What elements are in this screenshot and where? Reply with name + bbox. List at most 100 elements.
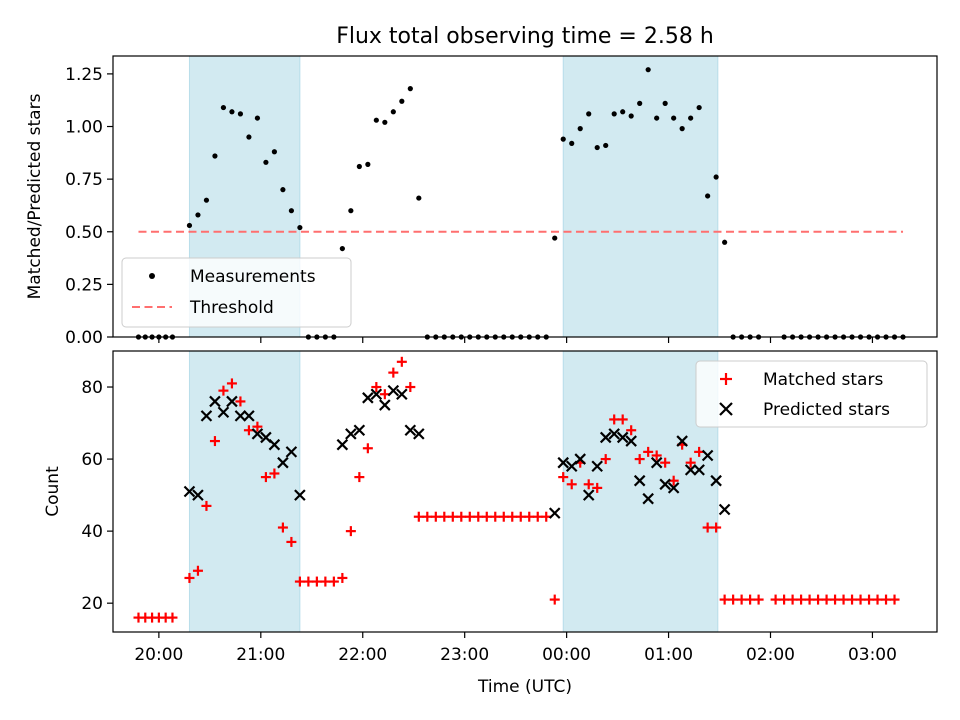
measurement-point: [662, 100, 668, 106]
bottom-shaded-region-1: [188, 350, 301, 633]
matched-star-point: [439, 511, 450, 522]
top-shaded-region-2: [562, 55, 719, 338]
matched-star-point: [473, 511, 484, 522]
top-y-tick-label: 1.25: [65, 65, 103, 85]
top-y-ticks: 0.00 0.25 0.50 0.75 1.00 1.25: [65, 65, 113, 348]
predicted-star-point: [625, 435, 637, 447]
matched-star-point: [294, 576, 305, 587]
measurement-point: [611, 111, 617, 117]
bottom-panel: 20 40 60 80 20:00 21:00 22:00 23:00 00:00 01:00 0…: [43, 350, 938, 697]
matched-star-point: [600, 454, 611, 465]
matched-star-point: [303, 576, 314, 587]
measurement-point: [356, 163, 362, 170]
matched-star-point: [464, 511, 475, 522]
measurement-point: [373, 117, 379, 123]
measurement-point: [339, 245, 345, 252]
measurement-point: [220, 104, 227, 111]
predicted-star-point: [226, 395, 238, 408]
matched-star-point: [541, 511, 552, 522]
matched-star-point: [311, 576, 322, 587]
bottom-shaded-regions: [188, 350, 719, 633]
matched-star-point: [711, 522, 722, 533]
matched-star-point: [685, 457, 696, 468]
matched-star-point: [736, 594, 747, 605]
top-y-tick-label: 0.75: [65, 170, 103, 190]
x-tick-label: 21:00: [236, 645, 285, 665]
matched-star-point: [634, 454, 645, 465]
matched-star-point: [532, 511, 543, 522]
predicted-star-point: [701, 449, 714, 462]
matched-star-point: [881, 594, 892, 605]
matched-star-point: [490, 511, 501, 522]
matched-star-point: [388, 367, 399, 378]
matched-star-point: [379, 389, 390, 400]
matched-star-point: [855, 594, 866, 605]
matched-star-point: [694, 446, 705, 457]
predicted-star-point: [591, 460, 603, 473]
matched-star-point: [558, 472, 569, 483]
matched-star-point: [447, 511, 458, 522]
predicted-star-point: [200, 410, 213, 422]
matched-star-point: [753, 594, 764, 605]
predicted-star-point: [362, 392, 374, 404]
matched-star-point: [804, 594, 815, 605]
predicted-star-point: [387, 384, 400, 397]
x-tick-label: 22:00: [338, 645, 387, 665]
matched-star-point: [507, 511, 518, 522]
legend-predicted-label: Predicted stars: [763, 400, 890, 420]
measurement-point: [705, 193, 711, 199]
measurement-point: [679, 126, 685, 132]
x-tick-label: 03:00: [848, 645, 897, 665]
matched-star-point: [201, 500, 212, 511]
matched-star-point: [371, 382, 382, 393]
bottom-x-ticks: 20:00 21:00 22:00 23:00 00:00 01:00 02:00 03:00: [134, 632, 897, 665]
bottom-legend-box: [695, 360, 928, 428]
measurement-point: [603, 142, 609, 149]
matched-star-point: [252, 421, 263, 432]
matched-star-point: [413, 511, 424, 522]
matched-star-point: [745, 594, 756, 605]
predicted-star-point: [234, 410, 247, 422]
measurement-point: [254, 115, 261, 121]
matched-star-point: [192, 565, 203, 576]
matched-star-point: [583, 479, 594, 490]
matched-star-point: [592, 482, 603, 493]
x-tick-label: 00:00: [542, 645, 591, 665]
bottom-y-tick-label: 40: [81, 522, 103, 542]
predicted-star-point: [404, 424, 417, 437]
matched-star-point: [405, 382, 416, 393]
predicted-star-point: [251, 428, 264, 440]
matched-star-point: [702, 522, 713, 533]
bottom-y-tick-label: 60: [81, 450, 103, 470]
top-y-axis-label: Matched/Predicted stars: [25, 93, 45, 299]
matched-star-point: [660, 457, 671, 468]
matched-star-point: [549, 594, 560, 605]
predicted-star-point: [608, 428, 620, 440]
matched-star-point: [218, 385, 229, 396]
predicted-star-point: [243, 410, 255, 422]
top-y-tick-label: 1.00: [65, 118, 103, 138]
measurement-point: [696, 104, 702, 111]
matched-star-point: [345, 526, 356, 537]
matched-star-point: [830, 594, 841, 605]
matched-star-point: [609, 414, 620, 425]
matched-star-point: [813, 594, 824, 605]
matched-star-point: [872, 594, 883, 605]
matched-star-point: [889, 594, 900, 605]
measurement-point: [628, 113, 634, 119]
predicted-star-point: [642, 492, 654, 505]
predicted-star-point: [667, 482, 680, 494]
measurement-point: [560, 136, 566, 142]
predicted-star-point: [693, 464, 705, 476]
measurement-point: [688, 115, 694, 121]
x-tick-label: 20:00: [134, 645, 183, 665]
matched-star-point: [456, 511, 467, 522]
predicted-star-point: [599, 431, 612, 444]
measurement-point: [577, 126, 583, 132]
top-y-tick-label: 0.00: [65, 328, 103, 348]
matched-star-point: [167, 612, 178, 623]
predicted-star-point: [183, 485, 196, 498]
predicted-star-point: [209, 395, 221, 408]
predicted-star-point: [285, 446, 298, 458]
